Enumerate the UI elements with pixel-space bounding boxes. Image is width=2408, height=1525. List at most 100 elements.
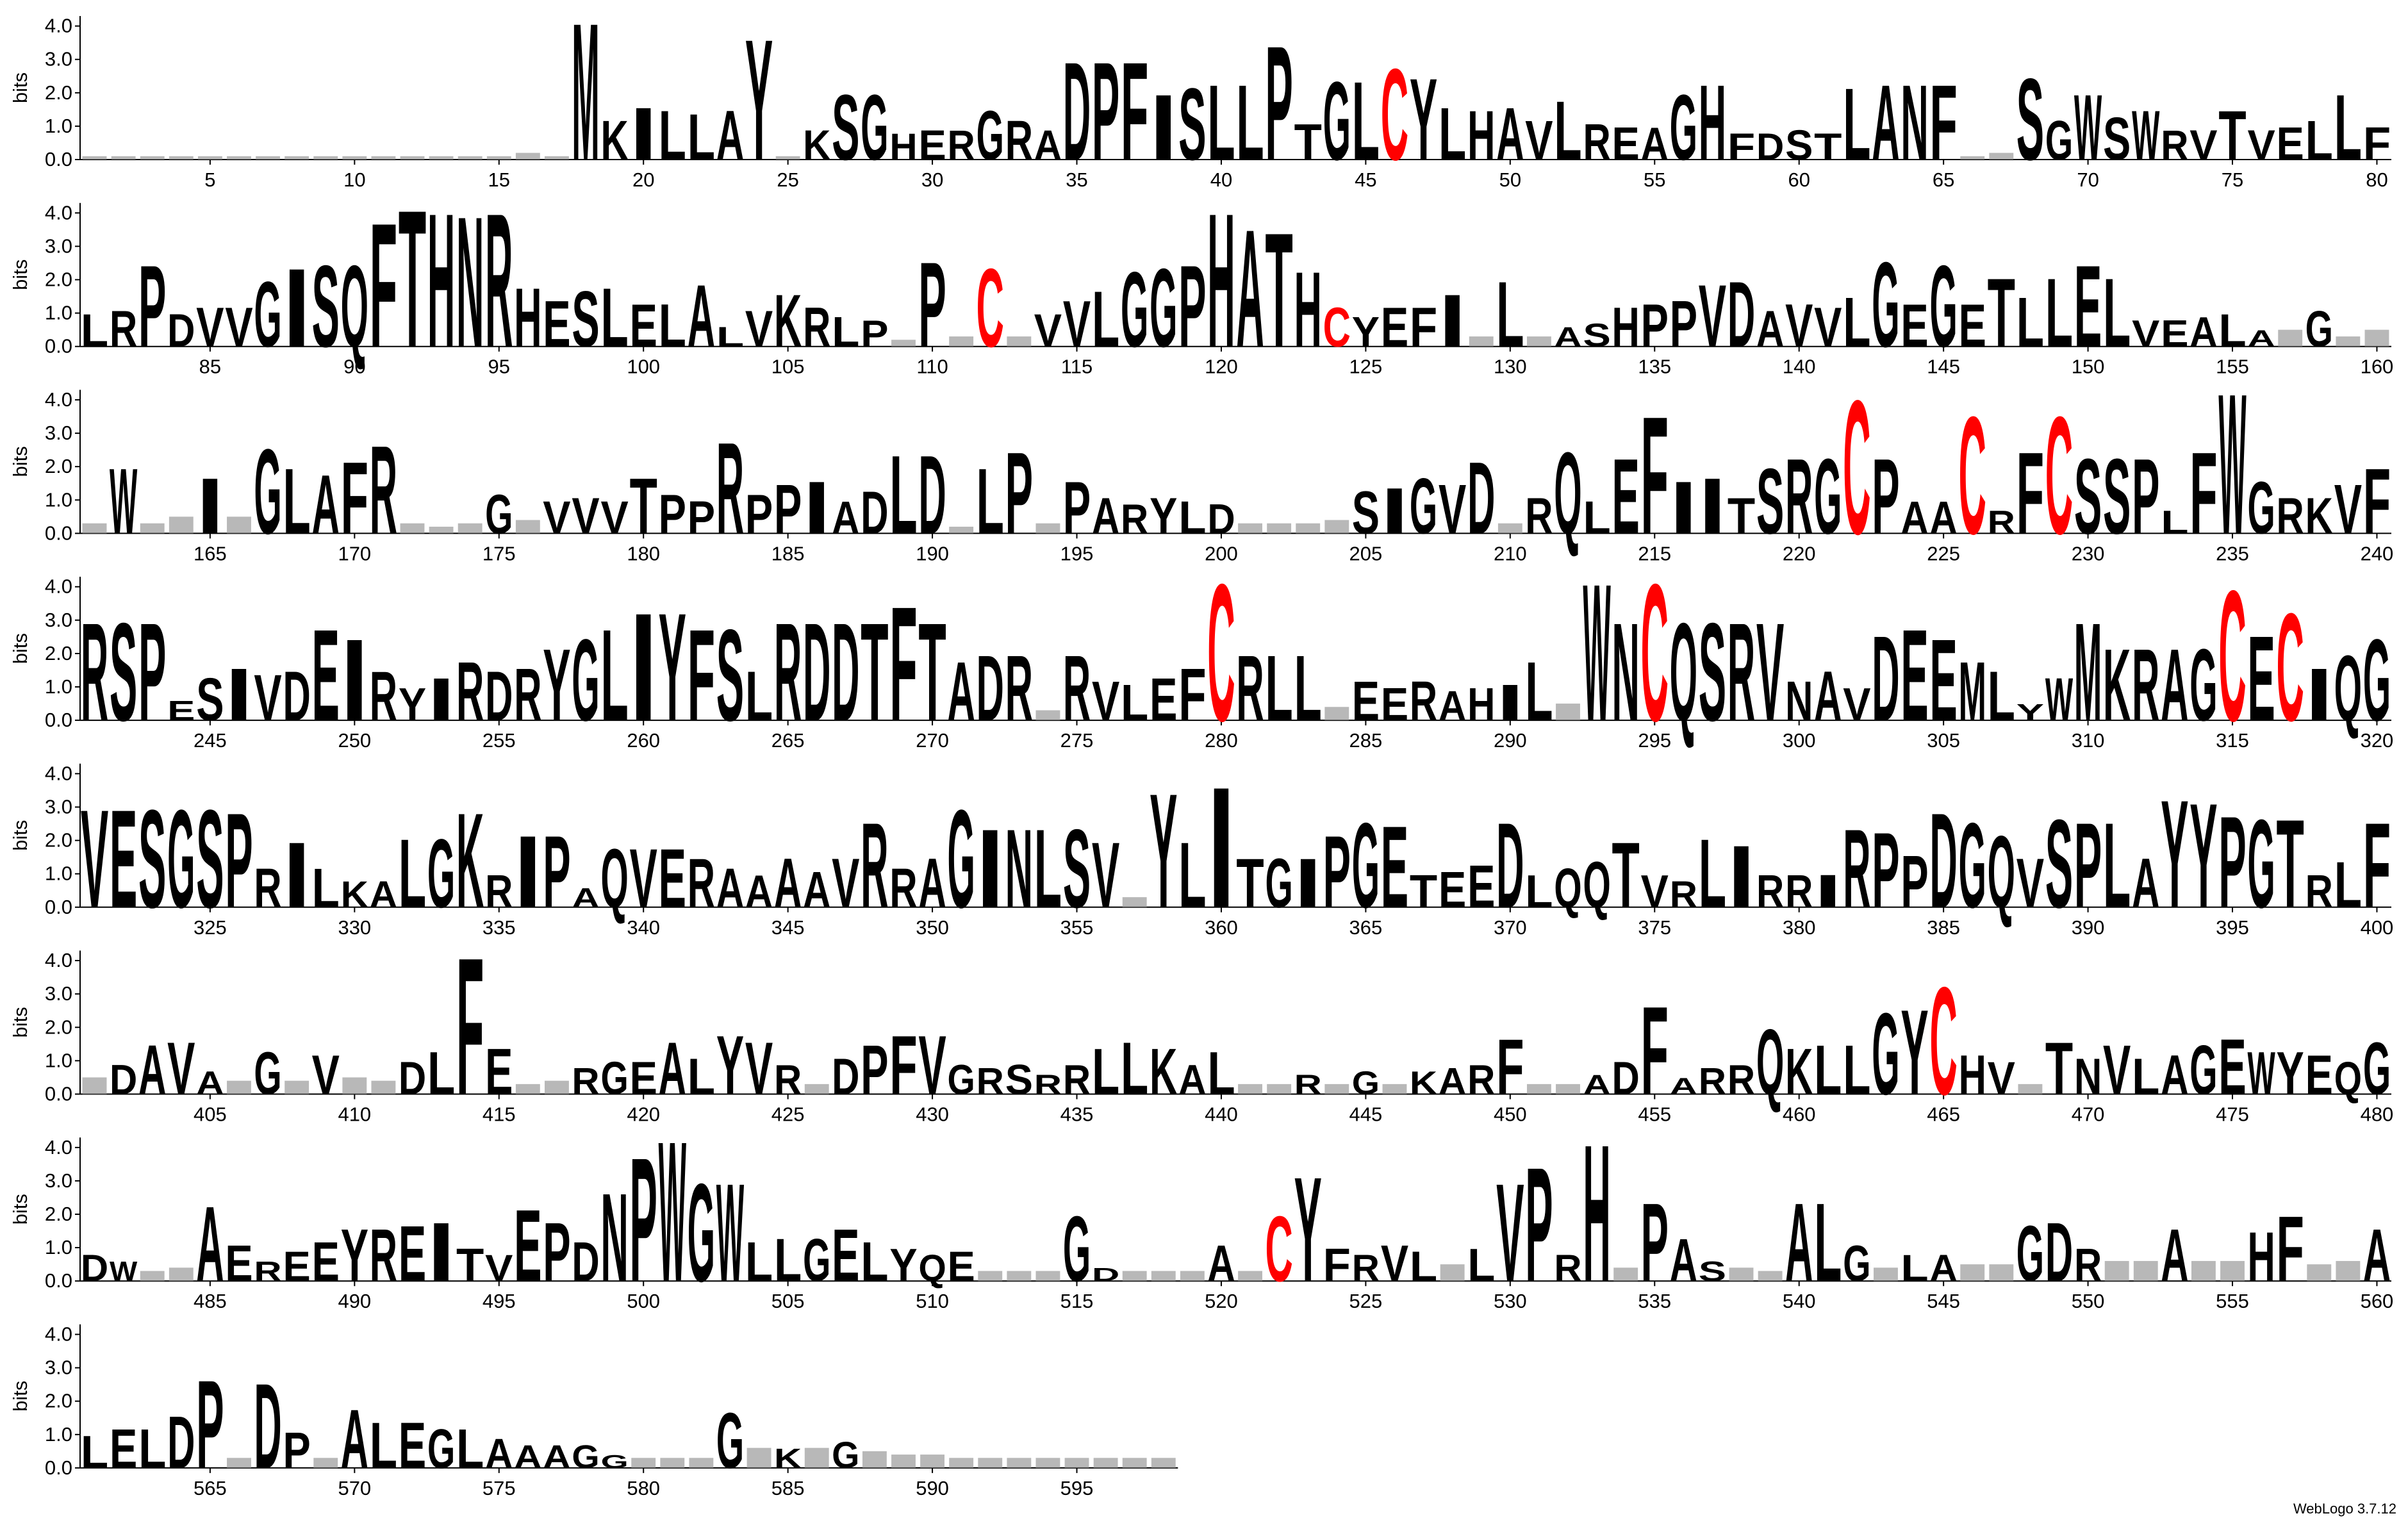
y-tick-label: 4.0	[45, 388, 72, 411]
x-tick-label: 150	[2072, 356, 2105, 378]
residue-letter: Q	[1583, 849, 1610, 921]
y-tick-label: 3.0	[45, 796, 72, 818]
residue-letter: G	[1352, 798, 1380, 934]
minor-stack	[197, 156, 222, 160]
residue-letter: L	[1843, 284, 1870, 362]
residue-letter: A	[2363, 1214, 2391, 1297]
residue-letter: A	[2161, 1043, 2188, 1106]
y-axis-label: bits	[9, 1381, 31, 1412]
residue-letter: E	[1439, 861, 1466, 918]
residue-letter: G	[1323, 59, 1351, 184]
residue-letter: D	[1092, 1264, 1119, 1285]
residue-letter: I	[630, 581, 657, 753]
y-tick-label: 3.0	[45, 1169, 72, 1192]
residue-letter: E	[1381, 296, 1408, 359]
x-tick-label: 295	[1638, 729, 1671, 752]
residue-letter: V	[1525, 109, 1553, 172]
residue-letter: K	[1150, 1036, 1177, 1109]
residue-letter: F	[889, 573, 917, 755]
x-tick-label: 260	[627, 729, 660, 752]
residue-letter: L	[600, 603, 628, 748]
residue-letter: Q	[1554, 429, 1581, 559]
residue-letter: A	[138, 1031, 166, 1109]
residue-letter: G	[600, 1052, 628, 1105]
x-tick-label: 55	[1644, 169, 1665, 191]
residue-letter: V	[196, 296, 224, 359]
x-tick-label: 330	[338, 916, 371, 939]
residue-letter: R	[456, 645, 484, 738]
residue-letter: T	[1988, 258, 2015, 367]
residue-letter: V	[1814, 296, 1842, 359]
residue-letter: Y	[745, 4, 773, 197]
residue-letter: W	[110, 1256, 137, 1287]
minor-stack	[1296, 523, 1321, 534]
residue-letter: A	[1439, 682, 1466, 729]
residue-letter: V	[745, 301, 773, 358]
residue-letter: L	[1092, 275, 1119, 364]
residue-letter: G	[2016, 1209, 2044, 1298]
residue-letter: S	[312, 242, 340, 372]
residue-letter: T	[1612, 823, 1640, 927]
residue-letter: A	[1178, 1056, 1206, 1103]
y-tick-label: 2.0	[45, 642, 72, 664]
minor-stack	[891, 1455, 916, 1468]
residue-letter: N	[1005, 807, 1033, 932]
residue-letter: I	[427, 1205, 455, 1299]
residue-letter: P	[1872, 811, 1899, 930]
minor-stack	[1556, 1084, 1580, 1094]
y-tick-label: 1.0	[45, 302, 72, 324]
x-tick-label: 530	[1494, 1290, 1527, 1312]
residue-letter: V	[1092, 670, 1119, 732]
residue-letter: I	[1814, 865, 1842, 918]
residue-letter: I	[225, 653, 252, 736]
residue-letter: H	[1699, 63, 1726, 183]
residue-letter: R	[1785, 437, 1813, 557]
residue-letter: A	[1930, 491, 1958, 544]
x-tick-label: 215	[1638, 542, 1671, 565]
x-tick-label: 265	[771, 729, 805, 752]
residue-letter: D	[861, 479, 888, 547]
residue-letter: L	[1525, 865, 1553, 918]
residue-letter: G	[716, 1396, 744, 1485]
residue-letter: R	[1005, 637, 1033, 741]
x-tick-label: 170	[338, 542, 371, 565]
residue-letter: F	[1178, 653, 1206, 736]
minor-stack	[458, 156, 482, 160]
residue-letter: P	[1872, 437, 1899, 557]
y-tick-label: 0.0	[45, 1269, 72, 1292]
residue-letter: G	[427, 1417, 455, 1480]
residue-letter: S	[1352, 479, 1380, 547]
residue-letter: E	[312, 1230, 340, 1293]
residue-letter: L	[1236, 63, 1264, 183]
residue-letter: L	[1467, 1239, 1495, 1291]
residue-letter: Q	[1554, 857, 1581, 919]
residue-letter: V	[485, 1248, 513, 1289]
x-tick-label: 510	[916, 1290, 949, 1312]
residue-letter: G	[948, 1056, 975, 1103]
residue-letter: F	[2277, 1198, 2304, 1301]
minor-stack	[1180, 1271, 1205, 1282]
residue-letter: V	[1034, 304, 1062, 357]
y-tick-label: 2.0	[45, 1203, 72, 1225]
residue-letter: R	[1554, 1248, 1581, 1289]
x-tick-label: 270	[916, 729, 949, 752]
minor-stack	[545, 1080, 569, 1094]
minor-stack	[2220, 1260, 2245, 1282]
residue-letter: L	[1843, 67, 1870, 182]
residue-letter: R	[2277, 488, 2304, 545]
x-tick-label: 15	[488, 169, 510, 191]
residue-letter: E	[225, 1235, 252, 1292]
residue-letter: K	[341, 874, 368, 916]
residue-letter: E	[832, 1214, 859, 1297]
x-tick-label: 160	[2361, 356, 2394, 378]
residue-letter: C	[2277, 581, 2304, 753]
residue-letter: A	[1930, 1248, 1958, 1289]
residue-letter: E	[1959, 292, 1986, 359]
x-tick-label: 355	[1060, 916, 1094, 939]
residue-letter: P	[196, 1355, 224, 1495]
residue-letter: E	[543, 288, 570, 361]
residue-letter: D	[1756, 126, 1784, 168]
residue-letter: L	[889, 433, 917, 557]
residue-letter: L	[283, 450, 311, 554]
